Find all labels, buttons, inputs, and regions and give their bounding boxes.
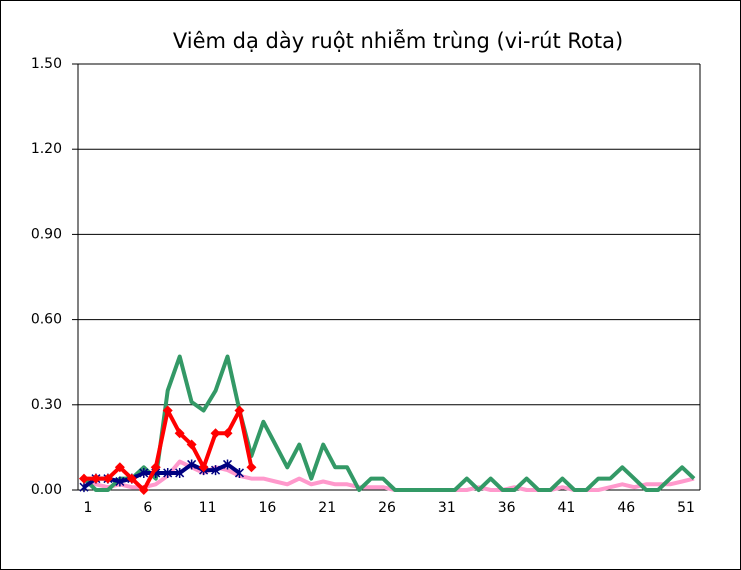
diamond-marker — [150, 462, 161, 473]
diamond-marker — [210, 428, 221, 439]
x-tick-label: 1 — [84, 500, 93, 516]
chart-title: Viêm dạ dày ruột nhiễm trùng (vi-rút Rot… — [173, 28, 623, 53]
x-tick-label: 16 — [258, 500, 276, 516]
x-tick-label: 6 — [143, 500, 152, 516]
diamond-marker — [126, 473, 137, 484]
diamond-marker — [90, 473, 101, 484]
y-tick-label: 0.60 — [31, 312, 62, 328]
asterisk-marker — [187, 459, 197, 470]
diamond-marker — [162, 405, 173, 416]
diamond-marker — [78, 473, 89, 484]
series-line — [82, 354, 696, 492]
asterisk-marker — [222, 459, 233, 470]
x-tick-label: 51 — [677, 500, 695, 516]
y-tick-label: 0.30 — [31, 397, 62, 413]
asterisk-marker — [211, 465, 221, 476]
diamond-marker — [174, 428, 185, 439]
x-tick-label: 26 — [378, 500, 396, 516]
x-tick-label: 31 — [438, 500, 456, 516]
y-tick-label: 0.00 — [31, 482, 62, 498]
asterisk-marker — [175, 467, 185, 478]
y-tick-label: 0.90 — [31, 226, 62, 242]
x-tick-label: 11 — [199, 500, 217, 516]
diamond-marker — [114, 462, 125, 473]
diamond-marker — [186, 439, 197, 450]
y-tick-label: 1.20 — [31, 141, 62, 157]
diamond-marker — [102, 473, 113, 484]
series-line — [83, 459, 695, 492]
diamond-marker — [222, 428, 233, 439]
asterisk-marker — [234, 467, 245, 478]
diamond-marker — [246, 462, 257, 473]
asterisk-marker — [163, 467, 173, 478]
x-tick-label: 36 — [498, 500, 516, 516]
x-tick-label: 21 — [318, 500, 336, 516]
asterisk-marker — [79, 482, 89, 493]
asterisk-marker — [139, 467, 149, 478]
diamond-marker — [138, 485, 149, 495]
diamond-marker — [234, 405, 245, 416]
y-tick-label: 1.50 — [31, 56, 62, 72]
x-tick-label: 41 — [558, 500, 576, 516]
diamond-marker — [198, 462, 209, 473]
x-tick-label: 46 — [617, 500, 635, 516]
asterisk-marker — [115, 476, 125, 487]
